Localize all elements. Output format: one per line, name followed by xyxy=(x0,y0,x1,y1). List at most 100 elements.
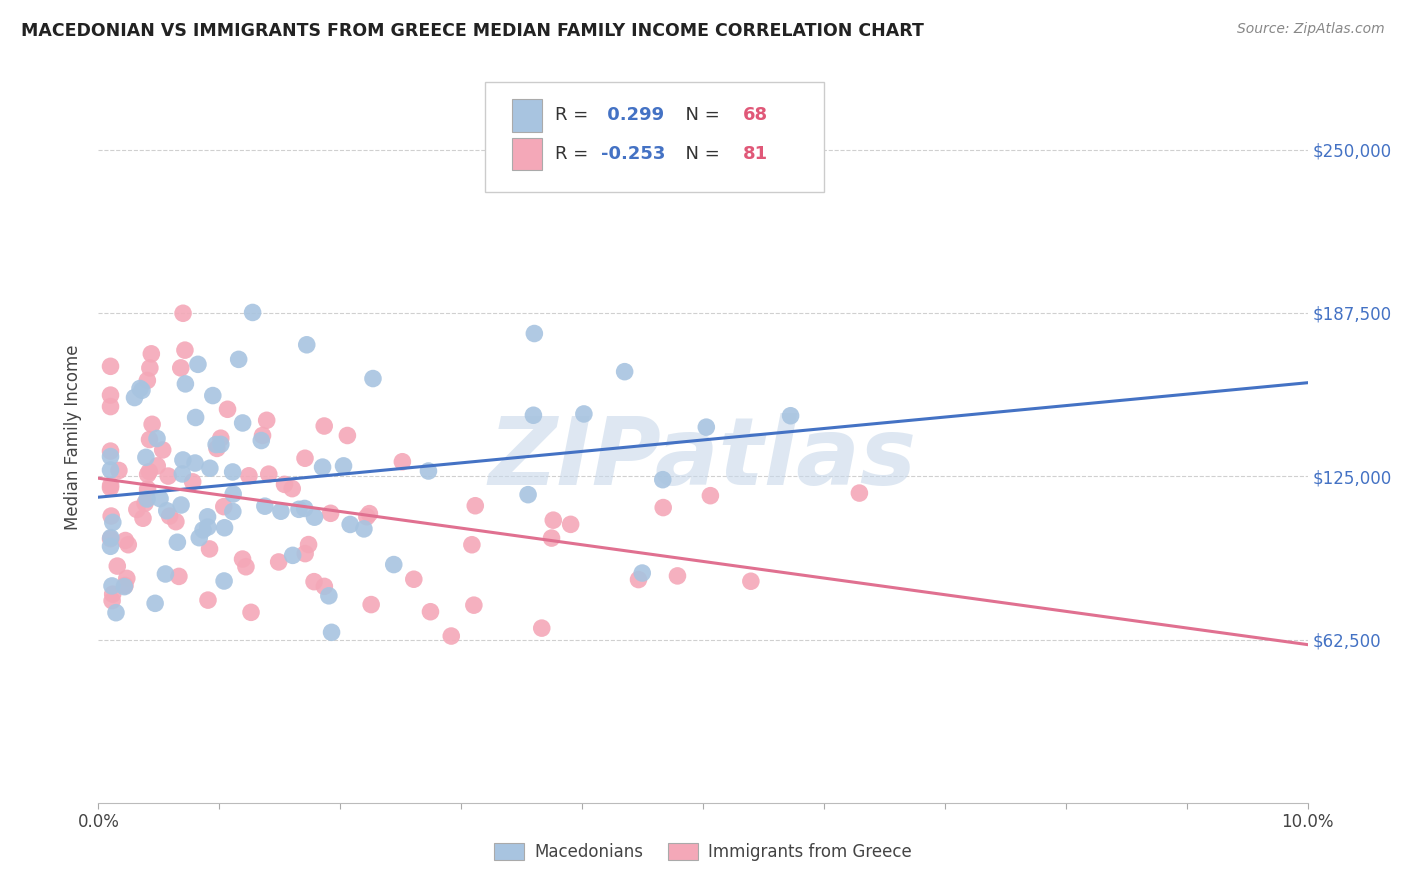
Point xyxy=(136,482,159,496)
Point xyxy=(302,574,325,589)
Point xyxy=(295,338,318,352)
Point xyxy=(627,573,650,587)
Point xyxy=(100,539,122,553)
Point xyxy=(356,509,378,524)
Point xyxy=(699,489,721,503)
Point xyxy=(149,491,172,506)
Point xyxy=(187,357,209,371)
Point xyxy=(464,499,486,513)
Point xyxy=(314,579,336,593)
Point xyxy=(205,442,228,456)
Point xyxy=(238,468,260,483)
Point xyxy=(146,432,169,446)
Point xyxy=(221,465,243,479)
Point xyxy=(297,538,319,552)
Point xyxy=(572,407,595,421)
FancyBboxPatch shape xyxy=(512,99,543,132)
Point xyxy=(132,511,155,525)
Point xyxy=(270,504,292,518)
Point xyxy=(232,552,254,566)
Point xyxy=(222,487,245,501)
Point xyxy=(136,374,159,388)
Point xyxy=(461,538,484,552)
Point xyxy=(181,475,204,489)
Point xyxy=(523,326,546,341)
Point xyxy=(141,347,163,361)
Text: MACEDONIAN VS IMMIGRANTS FROM GREECE MEDIAN FAMILY INCOME CORRELATION CHART: MACEDONIAN VS IMMIGRANTS FROM GREECE MED… xyxy=(21,22,924,40)
Point xyxy=(105,559,128,574)
Point xyxy=(191,523,214,537)
Point xyxy=(100,532,122,546)
Point xyxy=(267,555,290,569)
Point xyxy=(530,621,553,635)
Point xyxy=(217,402,239,417)
Point xyxy=(848,486,870,500)
Point xyxy=(440,629,463,643)
Point xyxy=(288,502,311,516)
Point xyxy=(419,605,441,619)
Point xyxy=(222,504,245,518)
Point xyxy=(101,579,124,593)
Point xyxy=(174,343,197,358)
Point xyxy=(418,464,440,478)
Point xyxy=(336,428,359,442)
FancyBboxPatch shape xyxy=(485,82,824,192)
Point xyxy=(131,384,153,398)
Text: N =: N = xyxy=(673,145,725,163)
Point xyxy=(100,400,122,414)
Point xyxy=(321,625,343,640)
Point xyxy=(402,572,425,586)
Point xyxy=(101,516,124,530)
Point xyxy=(214,521,236,535)
Point xyxy=(100,444,122,458)
Point xyxy=(170,360,193,375)
Text: -0.253: -0.253 xyxy=(602,145,666,163)
Point xyxy=(136,491,159,506)
Point xyxy=(250,434,273,448)
Point xyxy=(253,499,276,513)
Point xyxy=(117,538,139,552)
Point xyxy=(235,559,257,574)
Point xyxy=(560,517,582,532)
Point xyxy=(257,467,280,482)
Point xyxy=(198,461,221,475)
Text: 0.299: 0.299 xyxy=(602,106,665,124)
Point xyxy=(212,574,235,588)
Point xyxy=(294,547,316,561)
Point xyxy=(104,606,127,620)
Point xyxy=(651,473,673,487)
Point xyxy=(100,478,122,492)
Point xyxy=(188,531,211,545)
Text: 68: 68 xyxy=(742,106,768,124)
FancyBboxPatch shape xyxy=(512,137,543,170)
Point xyxy=(156,504,179,518)
Point xyxy=(281,482,304,496)
Point xyxy=(101,587,124,601)
Point xyxy=(359,507,381,521)
Point xyxy=(108,463,131,477)
Point xyxy=(155,566,177,581)
Point xyxy=(205,437,228,451)
Point xyxy=(138,465,160,479)
Point xyxy=(311,460,333,475)
Point xyxy=(197,509,219,524)
Point xyxy=(201,388,224,402)
Point xyxy=(141,417,163,432)
Point xyxy=(124,391,146,405)
Point xyxy=(101,593,124,607)
Point xyxy=(273,477,295,491)
Point xyxy=(304,510,326,524)
Point xyxy=(332,458,354,473)
Point xyxy=(138,433,160,447)
Legend: Macedonians, Immigrants from Greece: Macedonians, Immigrants from Greece xyxy=(488,836,918,868)
Point xyxy=(100,359,122,374)
Point xyxy=(174,376,197,391)
Point xyxy=(339,517,361,532)
Point xyxy=(652,500,675,515)
Text: ZIPatlas: ZIPatlas xyxy=(489,413,917,505)
Point xyxy=(240,605,263,619)
Point xyxy=(114,578,136,592)
Point xyxy=(166,535,188,549)
Point xyxy=(360,598,382,612)
Point xyxy=(228,352,250,367)
